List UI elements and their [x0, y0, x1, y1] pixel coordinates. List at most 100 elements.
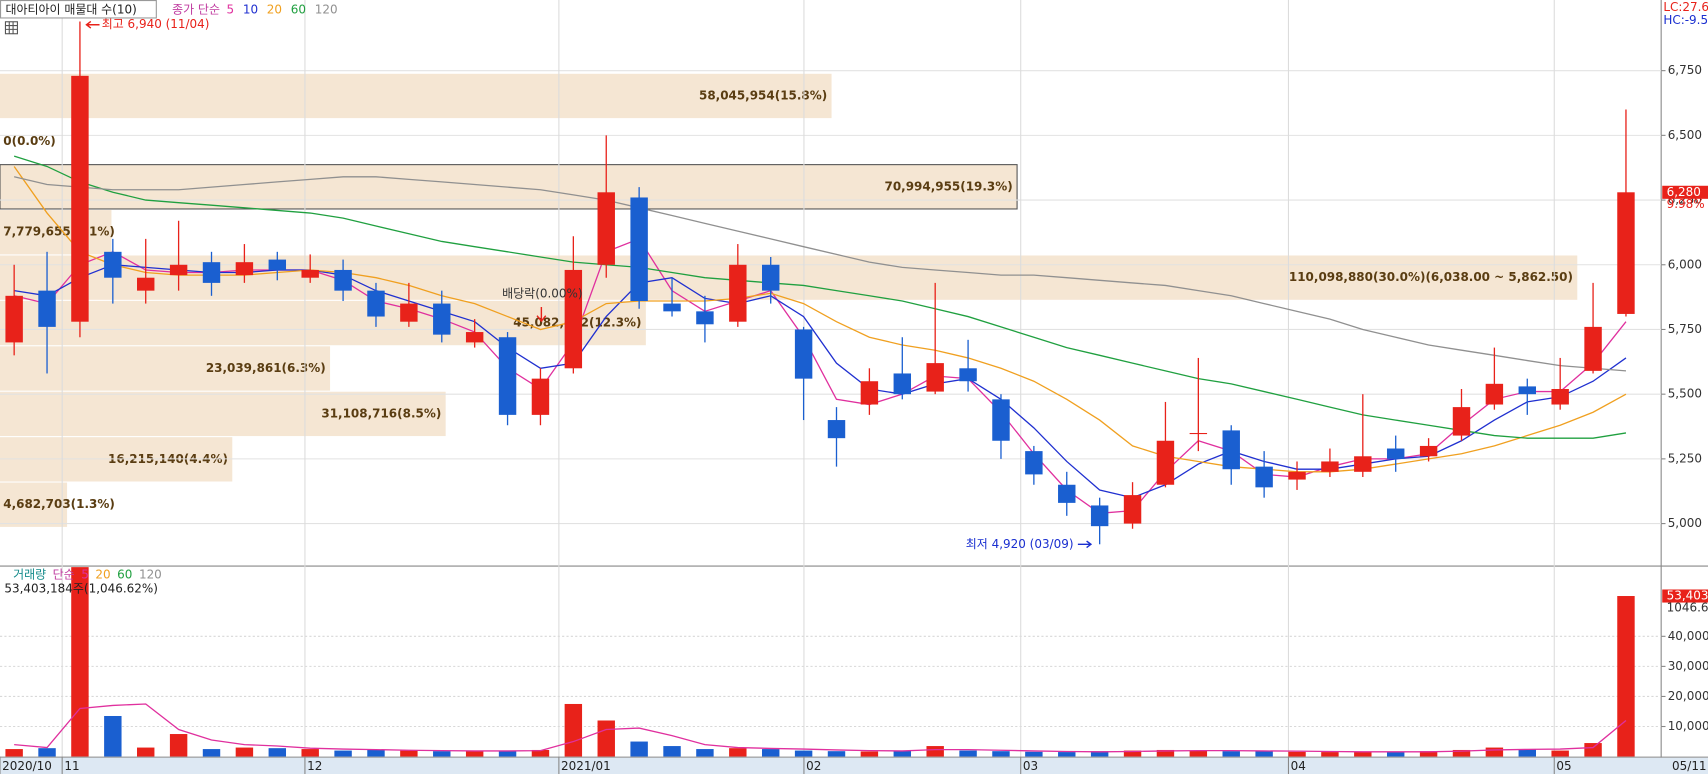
candle-body: [992, 399, 1010, 441]
volume-bar: [992, 751, 1010, 757]
profile-label: 110,098,880(30.0%)(6,038.00 ~ 5,862.50): [1289, 270, 1573, 284]
x-tick-label: 04: [1291, 759, 1306, 773]
profile-label: 31,108,716(8.5%): [321, 406, 441, 420]
candle-body: [1156, 440, 1175, 485]
candle-body: [400, 303, 418, 322]
profile-band: [0, 346, 331, 391]
profile-band: [0, 391, 446, 437]
volume-bar: [1058, 752, 1076, 757]
hc-label: HC:-9.5: [1663, 13, 1708, 27]
candle-body: [433, 303, 451, 335]
x-tick-label: 11: [64, 759, 79, 773]
candles: [5, 21, 1635, 545]
volume-bar: [1485, 747, 1504, 757]
ma-line: [13, 155, 1627, 439]
candle-body: [827, 420, 846, 439]
candle-body: [761, 264, 780, 291]
lc-label: LC:27.64: [1663, 0, 1708, 14]
ma-line: [14, 176, 1627, 372]
volume-bar: [1419, 751, 1438, 757]
volume-bar: [400, 750, 418, 757]
candle-body: [630, 197, 648, 301]
candle-body: [104, 251, 122, 278]
volume-bar: [564, 703, 583, 757]
volume-bar: [860, 751, 879, 757]
grid-icon[interactable]: [4, 21, 18, 35]
y-tick-label: 6,500: [1668, 128, 1702, 142]
candle-body: [531, 378, 550, 415]
volume-bar: [1288, 751, 1306, 757]
volume-bar: [1025, 751, 1043, 757]
dividend-annotation: 배당락(0.00%): [502, 286, 582, 300]
candle-body: [696, 311, 714, 325]
profile-label: 23,039,861(6.3%): [206, 361, 326, 375]
profile-band: [0, 210, 112, 255]
volume-tick-label: 10,000: [1668, 719, 1708, 733]
candle-body: [1419, 445, 1438, 457]
low-annotation: 최저 4,920 (03/09): [966, 537, 1074, 551]
volume-summary: 53,403,184주(1,046.62%): [4, 581, 158, 595]
volume-legend-entry: 60: [117, 567, 132, 581]
last-price-box: [1662, 185, 1708, 199]
candle-body: [663, 303, 681, 312]
volume-bar: [893, 750, 912, 757]
x-tick-label: 2021/01: [561, 759, 611, 773]
volume-bars: [5, 567, 1635, 757]
volume-bar: [663, 746, 681, 757]
y-tick-label: 6,000: [1668, 257, 1702, 271]
candle-body: [169, 264, 188, 276]
volume-bar: [137, 747, 155, 757]
volume-tick-label: 40,000: [1668, 629, 1708, 643]
volume-bar: [433, 751, 451, 757]
volume-bar: [1321, 752, 1339, 757]
volume-bar: [597, 720, 615, 757]
candle-body: [1518, 386, 1536, 395]
x-tick-label: 2020/10: [2, 759, 52, 773]
volume-legend-label: 거래량: [13, 567, 46, 581]
candle-body: [564, 269, 583, 369]
candle-body: [268, 259, 287, 270]
legend-entry: 120: [315, 2, 338, 16]
volume-bar: [531, 749, 550, 757]
volume-bar: [1123, 750, 1142, 757]
candle-body: [729, 264, 747, 322]
volume-bar: [1551, 750, 1569, 757]
volume-bar: [202, 749, 221, 757]
volume-bar: [169, 734, 188, 757]
candle-body: [202, 262, 221, 283]
legend-label: 종가 단순: [172, 2, 220, 16]
volume-legend-entry: 20: [95, 567, 110, 581]
high-annotation: 최고 6,940 (11/04): [102, 17, 210, 31]
volume-ratio-label: 1046.62: [1667, 600, 1708, 614]
volume-legend-entry: 120: [139, 567, 162, 581]
candle-body: [1551, 388, 1569, 405]
volume-bar: [498, 750, 517, 757]
candle-body: [1222, 430, 1240, 470]
candle-body: [1386, 448, 1405, 459]
candle-body: [1090, 505, 1109, 527]
profile-label: 58,045,954(15.8%): [699, 88, 827, 102]
volume-bar: [5, 749, 23, 757]
x-tick-label: 05: [1556, 759, 1571, 773]
candle-body: [1058, 484, 1076, 503]
change-label: 9.98%: [1667, 197, 1705, 211]
volume-bar: [1189, 750, 1208, 757]
volume-bar: [465, 751, 484, 757]
candle-body: [235, 262, 254, 276]
volume-bar: [1156, 749, 1175, 757]
candle-body: [367, 290, 385, 317]
candle-body: [1025, 451, 1043, 475]
volume-bar: [1617, 596, 1635, 757]
y-tick-label: 5,000: [1668, 516, 1702, 530]
profile-band: [0, 300, 646, 346]
candle-body: [1485, 383, 1504, 405]
candle-body: [959, 368, 977, 382]
profile-band: [0, 255, 1578, 300]
volume-bar: [926, 746, 944, 757]
volume-bar: [794, 750, 813, 757]
profile-label: 70,994,955(19.3%): [884, 179, 1012, 193]
candle-body: [1123, 495, 1142, 524]
volume-bar: [104, 715, 122, 757]
candle-body: [301, 269, 319, 278]
